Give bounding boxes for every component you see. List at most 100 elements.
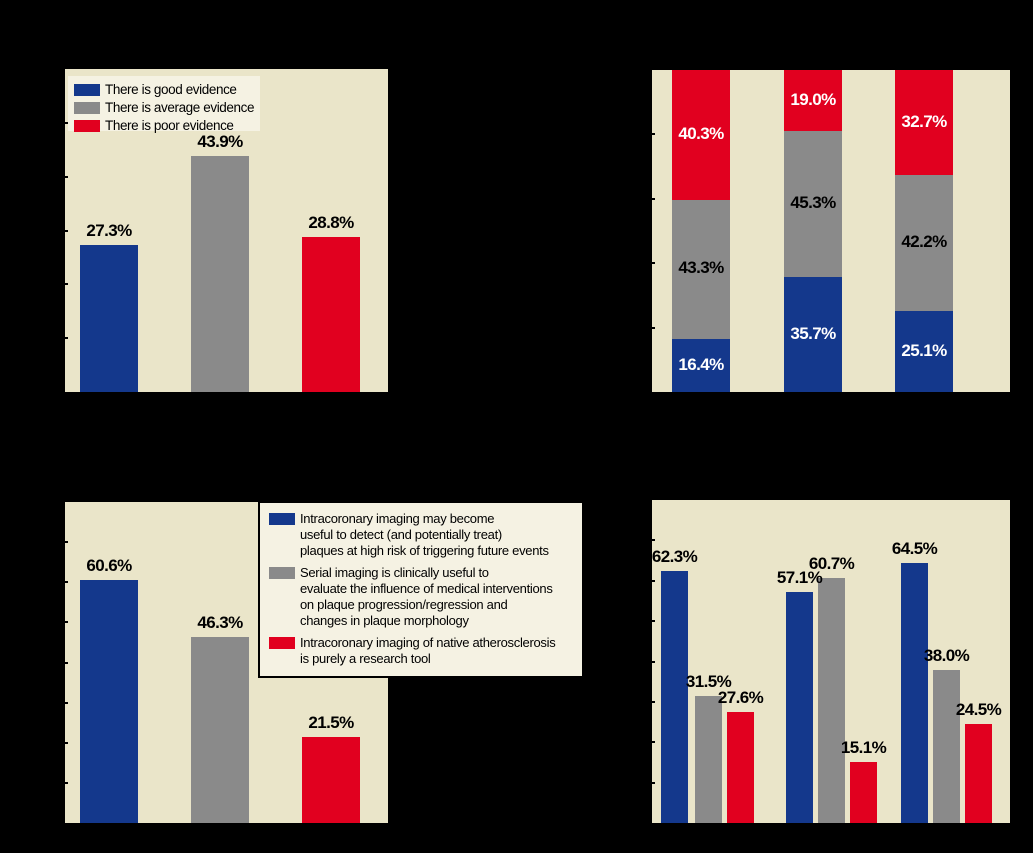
legend-item: Serial imaging is clinically useful to ev… (269, 565, 578, 629)
legend-label: Intracoronary imaging may become useful t… (300, 511, 549, 559)
bar (818, 577, 845, 823)
y-tick (649, 133, 655, 136)
legend-swatch-gray (74, 101, 100, 114)
bar (965, 724, 992, 823)
value-label: 40.3% (678, 123, 724, 143)
bar (901, 562, 928, 823)
legend-item: There is good evidence (74, 81, 256, 98)
legend-item: There is average evidence (74, 99, 256, 116)
value-label: 45.3% (790, 193, 836, 213)
y-tick (649, 660, 655, 663)
value-label: 35.7% (790, 323, 836, 343)
legend-line: useful to detect (and potentially treat) (300, 527, 502, 542)
value-label: 46.3% (197, 613, 243, 633)
legend-item: There is poor evidence (74, 117, 256, 134)
y-tick (62, 229, 68, 232)
bar (191, 637, 249, 823)
value-label: 31.5% (685, 671, 732, 691)
bar (302, 736, 360, 823)
legend-swatch-red (74, 119, 100, 132)
y-tick (649, 539, 655, 542)
legend-box: Intracoronary imaging may become useful t… (258, 501, 584, 678)
legend-label: There is poor evidence (105, 118, 234, 133)
y-tick (649, 326, 655, 329)
bar-segment (672, 199, 730, 340)
legend-swatch-gray (269, 567, 295, 579)
bar-segment (895, 175, 953, 312)
value-label: 64.5% (891, 538, 938, 558)
y-tick (62, 121, 68, 124)
bar-segment (672, 339, 730, 392)
legend-item: Intracoronary imaging may become useful t… (269, 511, 578, 559)
bar-segment (895, 70, 953, 176)
value-label: 60.7% (808, 553, 855, 573)
y-tick (649, 197, 655, 200)
value-label: 42.2% (901, 232, 947, 252)
legend-label: There is average evidence (105, 100, 255, 115)
value-label: 27.3% (86, 221, 132, 241)
value-label: 28.8% (308, 212, 354, 232)
bar-segment (784, 277, 842, 392)
y-tick (649, 741, 655, 744)
value-label: 27.6% (717, 687, 764, 707)
y-tick (649, 700, 655, 703)
bar-segment (784, 70, 842, 132)
bar (661, 571, 688, 823)
y-tick (62, 337, 68, 340)
bar (191, 155, 249, 392)
y-tick (62, 175, 68, 178)
value-label: 15.1% (840, 738, 887, 758)
legend-box: There is good evidence There is average e… (68, 76, 260, 134)
chart-panel-top-right: 16.4% 43.3% 40.3% 35.7% 45.3% 19.0% 25.1% 42.2%… (649, 70, 1010, 392)
bar-segment (895, 311, 953, 392)
chart-panel-top-left: 27.3% 43.9% 28.8% There is good evidence The… (62, 69, 388, 392)
legend-label: There is good evidence (105, 82, 237, 97)
y-tick (62, 541, 68, 544)
legend-swatch-blue (269, 513, 295, 525)
legend-label: Serial imaging is clinically useful to ev… (300, 565, 553, 629)
value-label: 60.6% (86, 555, 132, 575)
value-label: 16.4% (678, 354, 724, 374)
value-label: 19.0% (790, 89, 836, 109)
value-label: 24.5% (955, 700, 1002, 720)
value-label: 43.3% (678, 258, 724, 278)
bar (302, 236, 360, 392)
y-tick (62, 741, 68, 744)
value-label: 38.0% (923, 645, 970, 665)
y-tick (62, 781, 68, 784)
legend-line: plaques at high risk of triggering futur… (300, 543, 549, 558)
chart-panel-bottom-right: 62.3% 57.1% 64.5% 31.5% 60.7% 38.0% 27.6% 15.1%… (649, 500, 1010, 823)
legend-label: Intracoronary imaging of native atherosc… (300, 635, 556, 667)
bar (80, 579, 138, 823)
bar-segment (784, 131, 842, 278)
y-tick (62, 621, 68, 624)
legend-item: Intracoronary imaging of native atherosc… (269, 635, 578, 667)
bar (727, 711, 754, 823)
y-tick (62, 701, 68, 704)
y-tick (649, 579, 655, 582)
value-label: 57.1% (776, 568, 823, 588)
value-label: 32.7% (901, 111, 947, 131)
y-tick (649, 620, 655, 623)
bar (695, 695, 722, 823)
y-tick (62, 581, 68, 584)
legend-line: on plaque progression/regression and (300, 597, 508, 612)
legend-line: Intracoronary imaging may become (300, 511, 495, 526)
bar-segment (672, 70, 730, 200)
legend-line: evaluate the influence of medical interv… (300, 581, 553, 596)
value-label: 43.9% (197, 131, 243, 151)
bar (80, 245, 138, 392)
value-label: 21.5% (308, 712, 354, 732)
bar (933, 669, 960, 823)
bar (850, 762, 877, 823)
value-label: 25.1% (901, 340, 947, 360)
y-tick (62, 283, 68, 286)
value-label: 62.3% (651, 547, 698, 567)
legend-swatch-red (269, 637, 295, 649)
y-tick (649, 262, 655, 265)
legend-line: Intracoronary imaging of native atherosc… (300, 635, 556, 650)
legend-swatch-blue (74, 83, 100, 96)
chart-panel-bottom-left: 60.6% 46.3% 21.5% Intracoronary imaging may… (62, 501, 584, 823)
y-tick (649, 781, 655, 784)
